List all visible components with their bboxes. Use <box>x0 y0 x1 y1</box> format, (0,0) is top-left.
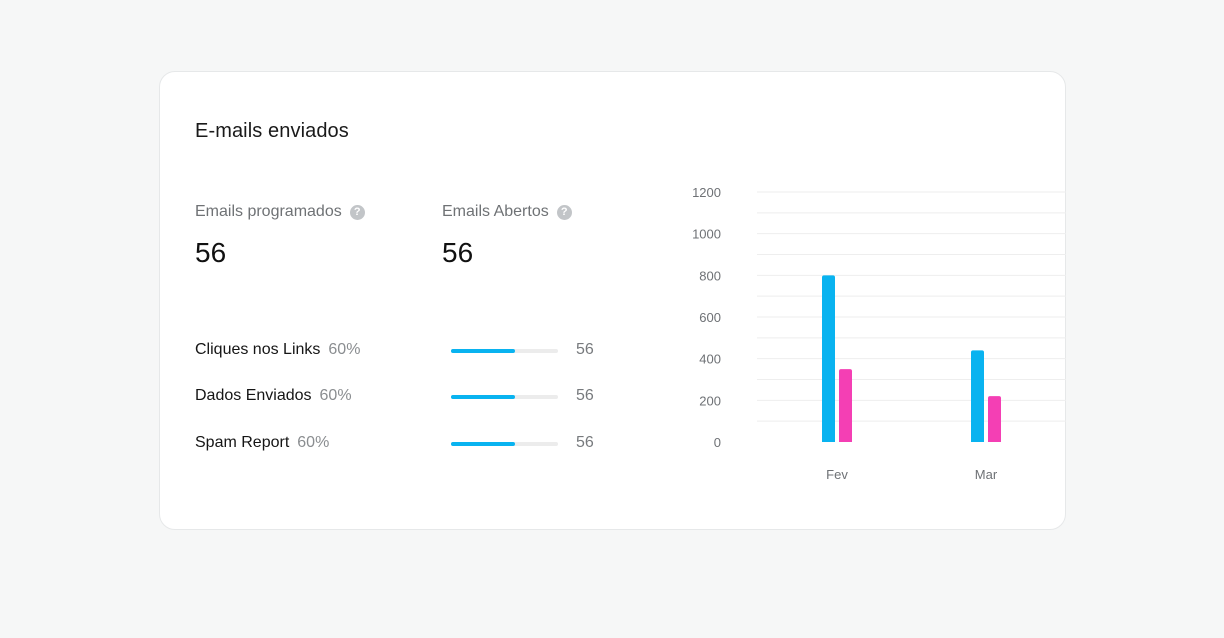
metric-percent: 60% <box>297 434 330 451</box>
x-tick-label: Mar <box>975 467 998 482</box>
stat-emails-programados: Emails programados ? 56 <box>195 203 365 269</box>
stat-value: 56 <box>195 237 227 268</box>
stat-emails-abertos: Emails Abertos ? 56 <box>442 203 572 269</box>
stat-value: 56 <box>442 237 474 268</box>
y-tick-label: 600 <box>699 310 721 325</box>
metric-row-dados: Dados Enviados 60% 56 <box>195 387 615 409</box>
bar-mar-1[interactable] <box>971 350 984 442</box>
bar-chart: 0 200 400 600 800 1000 1200 Fev Mar <box>692 185 1066 482</box>
question-circle-icon[interactable]: ? <box>349 204 365 220</box>
stat-label: Emails programados <box>195 203 342 220</box>
progress-fill <box>451 395 516 399</box>
progress-fill <box>451 442 516 446</box>
y-tick-label: 0 <box>714 435 721 450</box>
metric-row-spam: Spam Report 60% 56 <box>195 434 615 456</box>
bar-mar-2[interactable] <box>988 396 1001 442</box>
card-title: E-mails enviados <box>195 120 349 142</box>
metric-label: Dados Enviados <box>195 387 312 404</box>
progress-bar <box>451 349 558 353</box>
question-circle-icon[interactable]: ? <box>556 204 572 220</box>
y-tick-label: 1200 <box>692 185 721 200</box>
progress-bar <box>451 442 558 446</box>
bar-fev-2[interactable] <box>839 369 852 442</box>
metric-count: 56 <box>576 341 594 358</box>
emails-sent-card: E-mails enviados Emails programados ? 56… <box>159 71 1066 530</box>
metric-percent: 60% <box>328 341 361 358</box>
y-tick-label: 200 <box>699 393 721 408</box>
y-tick-label: 1000 <box>692 227 721 242</box>
progress-bar <box>451 395 558 399</box>
metric-label: Cliques nos Links <box>195 341 321 358</box>
metric-percent: 60% <box>319 387 352 404</box>
x-tick-label: Fev <box>826 467 848 482</box>
progress-fill <box>451 349 516 353</box>
bar-fev-1[interactable] <box>822 275 835 442</box>
metric-label: Spam Report <box>195 434 290 451</box>
stat-label: Emails Abertos <box>442 203 549 220</box>
metric-row-cliques: Cliques nos Links 60% 56 <box>195 341 615 363</box>
y-tick-label: 800 <box>699 268 721 283</box>
metric-count: 56 <box>576 387 594 404</box>
metric-count: 56 <box>576 434 594 451</box>
y-tick-label: 400 <box>699 352 721 367</box>
